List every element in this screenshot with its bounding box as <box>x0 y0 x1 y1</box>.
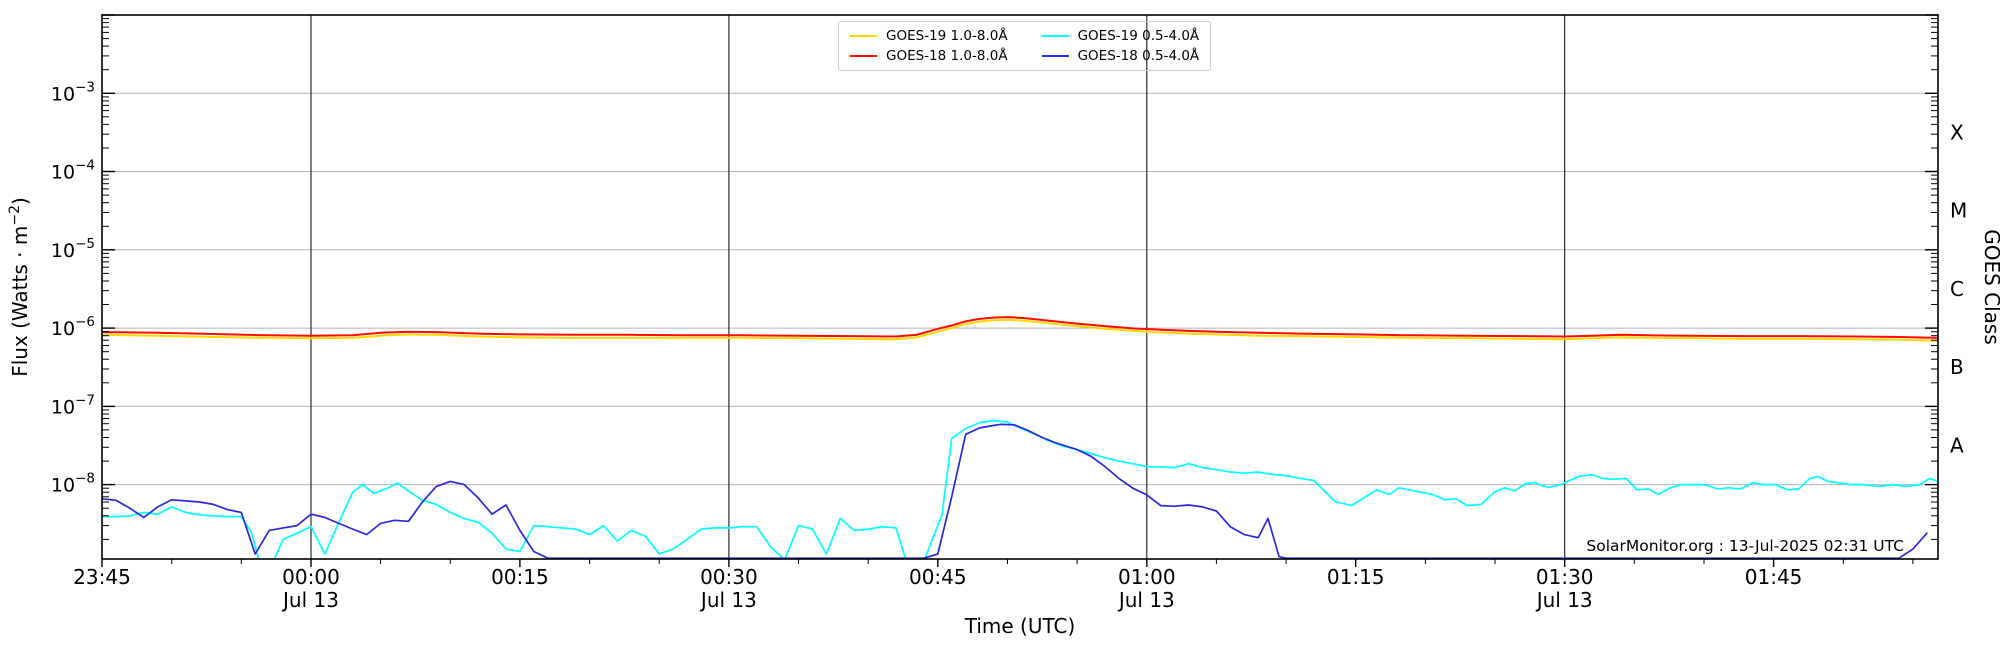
ytick-label-1e-5: 10−5 <box>51 236 95 262</box>
legend-entry-goes-18-0-5-4-0-: GOES-18 0.5-4.0Å <box>1041 48 1200 64</box>
legend-swatch <box>1041 35 1069 37</box>
ytick-label-1e-7: 10−7 <box>51 392 95 418</box>
xtick-label-01-15: 01:15 <box>1327 565 1385 589</box>
legend-label: GOES-19 0.5-4.0Å <box>1077 28 1200 44</box>
legend-entry-goes-19-1-0-8-0-: GOES-19 1.0-8.0Å <box>850 28 1008 44</box>
goes-class-letter-a: A <box>1950 434 1964 458</box>
xtick-label-01-00: 01:00 <box>1118 565 1176 589</box>
legend-entry-goes-19-0-5-4-0-: GOES-19 0.5-4.0Å <box>1041 28 1200 44</box>
xtick-label-00-15: 00:15 <box>491 565 549 589</box>
x-axis-title: Time (UTC) <box>964 614 1076 638</box>
xtick-label-00-45: 00:45 <box>909 565 967 589</box>
legend-swatch <box>850 55 877 57</box>
xtick-label-01-30: 01:30 <box>1536 565 1594 589</box>
goes-class-letter-m: M <box>1950 199 1967 223</box>
xtick-label-00-30: 00:30 <box>700 565 758 589</box>
xtick-date-label: Jul 13 <box>281 588 339 612</box>
series-line-goes-19-1-0-8-0- <box>102 318 1938 342</box>
goes-class-letter-b: B <box>1950 355 1964 379</box>
ytick-label-1e-6: 10−6 <box>51 314 95 340</box>
goes-class-letter-c: C <box>1950 277 1964 301</box>
xtick-date-label: Jul 13 <box>1117 588 1175 612</box>
xtick-label-00-00: 00:00 <box>282 565 340 589</box>
legend-label: GOES-19 1.0-8.0Å <box>886 28 1008 44</box>
legend-swatch <box>1041 55 1069 57</box>
goes-class-letter-x: X <box>1950 120 1964 144</box>
xtick-date-label: Jul 13 <box>1535 588 1593 612</box>
ytick-label-1e-3: 10−3 <box>51 79 95 105</box>
chart-legend: GOES-19 1.0-8.0Å GOES-18 1.0-8.0Å GOES-19 … <box>838 21 1212 71</box>
xtick-date-label: Jul 13 <box>699 588 757 612</box>
plot-border <box>101 14 1939 560</box>
ytick-label-1e-8: 10−8 <box>51 471 95 497</box>
xtick-label-01-45: 01:45 <box>1745 565 1803 589</box>
y-axis-title: Flux (Watts · m−2) <box>7 197 32 377</box>
ytick-label-1e-4: 10−4 <box>51 158 95 184</box>
legend-swatch <box>850 35 877 37</box>
legend-label: GOES-18 1.0-8.0Å <box>886 48 1008 64</box>
y-axis-title-right: GOES Class <box>1980 229 2000 345</box>
watermark-annotation: SolarMonitor.org : 13-Jul-2025 02:31 UTC <box>1586 537 1904 555</box>
legend-entry-goes-18-1-0-8-0-: GOES-18 1.0-8.0Å <box>850 48 1008 64</box>
xtick-label-23-45: 23:45 <box>73 565 131 589</box>
series-line-goes-18-1-0-8-0- <box>102 316 1938 339</box>
legend-label: GOES-18 0.5-4.0Å <box>1077 48 1200 64</box>
